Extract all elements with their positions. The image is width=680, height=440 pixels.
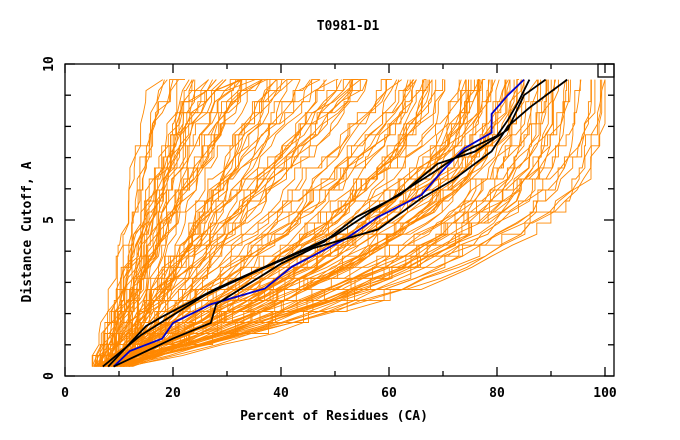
x-tick-label: 20 [165, 386, 181, 401]
y-tick-label: 10 [42, 56, 57, 72]
x-tick-label: 60 [381, 386, 397, 401]
model-curve [111, 79, 283, 367]
model-curve [129, 79, 596, 368]
model-curve [116, 79, 482, 368]
axis-ticks [64, 63, 614, 377]
reference-black-3-line [113, 78, 568, 368]
x-axis-label: Percent of Residues (CA) [240, 409, 428, 424]
model-curve [117, 79, 174, 367]
model-curve [106, 79, 263, 367]
y-tick-label: 5 [42, 216, 57, 224]
model-curve [128, 79, 196, 367]
model-curve [112, 79, 571, 368]
model-curve [115, 79, 460, 367]
model-curve [132, 79, 547, 368]
model-curve [109, 79, 301, 367]
model-curve [120, 79, 178, 367]
y-tick-label: 0 [42, 372, 57, 380]
model-curve [100, 79, 606, 368]
model-curve [99, 79, 209, 367]
model-curve [107, 79, 400, 367]
model-curve [95, 79, 368, 367]
model-curve [107, 79, 582, 368]
reference-blue-line [112, 78, 525, 368]
x-tick-label: 0 [61, 386, 69, 401]
model-curve [102, 79, 566, 367]
chart-title: T0981-D1 [317, 19, 380, 34]
model-curve [107, 79, 425, 367]
model-curve [110, 79, 548, 368]
model-curve [120, 79, 195, 367]
model-curve [95, 79, 569, 368]
model-curve [120, 79, 321, 367]
y-axis-label: Distance Cutoff, A [20, 161, 35, 302]
model-curve [91, 79, 168, 367]
model-curve [118, 79, 190, 367]
model-curve [104, 79, 402, 367]
model-curve [110, 79, 496, 368]
model-curve [117, 79, 165, 367]
model-curve [120, 79, 294, 367]
x-tick-label: 40 [273, 386, 289, 401]
model-curve [94, 79, 368, 367]
model-curve [102, 79, 492, 368]
frame-corner-box [597, 63, 615, 78]
y-tick-labels: 0 5 10 [42, 56, 57, 380]
model-curve [92, 79, 446, 367]
model-curve [114, 79, 542, 368]
x-tick-label: 80 [489, 386, 505, 401]
model-curve [126, 79, 359, 367]
model-curve [109, 79, 217, 367]
x-tick-labels: 0 20 40 60 80 100 [61, 386, 617, 401]
model-curve [119, 79, 254, 367]
x-tick-label: 100 [593, 386, 617, 401]
model-curve [128, 79, 515, 368]
model-curve [100, 79, 489, 367]
model-curve [100, 79, 522, 368]
model-curve [111, 79, 519, 368]
reference-black-1-line [107, 79, 531, 368]
model-curve [108, 79, 392, 367]
model-curve [129, 79, 263, 367]
model-curve [108, 79, 164, 367]
reference-curves [102, 78, 568, 368]
model-curve [132, 79, 364, 367]
model-curve [98, 79, 467, 368]
